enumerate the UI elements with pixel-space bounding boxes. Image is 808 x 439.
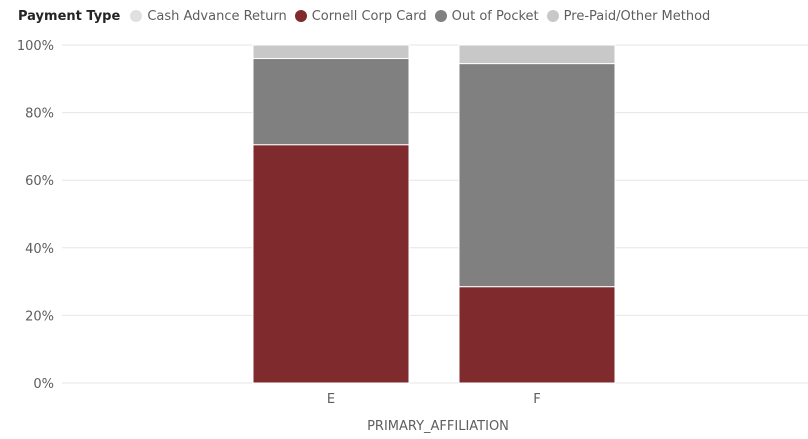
y-tick-label: 60% [25,174,54,189]
y-tick-label: 20% [25,309,54,324]
legend-label: Pre-Paid/Other Method [563,8,711,24]
legend-dot-icon [130,10,143,22]
legend-label: Cash Advance Return [147,8,287,24]
bar-segment [458,286,616,384]
legend-dot-icon [434,10,447,22]
bar-segment [252,44,410,60]
legend-label: Out of Pocket [451,8,539,24]
y-tick-label: 40% [25,242,54,257]
legend-title: Payment Type [18,8,121,24]
y-tick-label: 100% [17,39,54,54]
bars [252,44,616,384]
bar-segment [252,144,410,384]
legend-item-pre-paid-other-method[interactable]: Pre-Paid/Other Method [546,8,711,24]
x-tick-label: E [327,392,335,407]
legend: Payment Type Cash Advance Return Cornell… [18,6,718,26]
legend-item-cash-advance-return[interactable]: Cash Advance Return [130,8,287,24]
x-tick-label: F [533,392,540,407]
legend-item-cornell-corp-card[interactable]: Cornell Corp Card [294,8,427,24]
legend-item-out-of-pocket[interactable]: Out of Pocket [434,8,539,24]
bar-segment [458,63,616,288]
gridlines [62,44,808,384]
bar-segment [458,44,616,65]
legend-dot-icon [294,10,307,22]
y-tick-label: 0% [33,377,54,392]
y-tick-label: 80% [25,107,54,122]
legend-dot-icon [546,10,559,22]
y-axis-ticks: 0% 20% 40% 60% 80% 100% [17,39,54,392]
legend-label: Cornell Corp Card [311,8,427,24]
x-axis-title: PRIMARY_AFFILIATION [367,419,509,434]
bar-segment [252,58,410,146]
